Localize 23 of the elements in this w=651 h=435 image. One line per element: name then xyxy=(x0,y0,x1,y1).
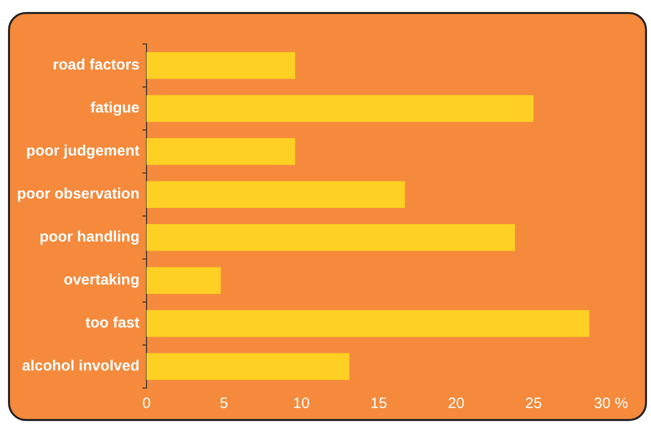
y-tick-label: alcohol involved xyxy=(22,358,140,375)
bar xyxy=(146,224,516,251)
x-tick-label: 10 xyxy=(293,395,310,412)
bar xyxy=(146,95,534,122)
bar xyxy=(146,138,296,165)
x-tick-label: 15 xyxy=(370,395,388,412)
bar xyxy=(146,267,221,294)
y-tick-label: poor handling xyxy=(40,228,140,246)
y-tick-label: fatigue xyxy=(90,100,140,117)
bar xyxy=(146,310,590,337)
y-tick-label: poor observation xyxy=(16,186,140,203)
y-tick-label: too fast xyxy=(85,314,140,332)
y-tick-label: road factors xyxy=(52,56,140,74)
bar xyxy=(146,52,296,79)
x-tick-label: 30 % xyxy=(594,395,628,412)
x-tick-label: 0 xyxy=(142,395,151,412)
x-tick-label: 20 xyxy=(448,395,465,412)
bar xyxy=(146,353,350,380)
y-tick-label: overtaking xyxy=(64,272,140,289)
x-tick-label: 25 xyxy=(525,395,542,412)
bar xyxy=(146,181,406,208)
x-tick-label: 5 xyxy=(220,395,228,412)
y-tick-label: poor judgement xyxy=(26,142,140,160)
